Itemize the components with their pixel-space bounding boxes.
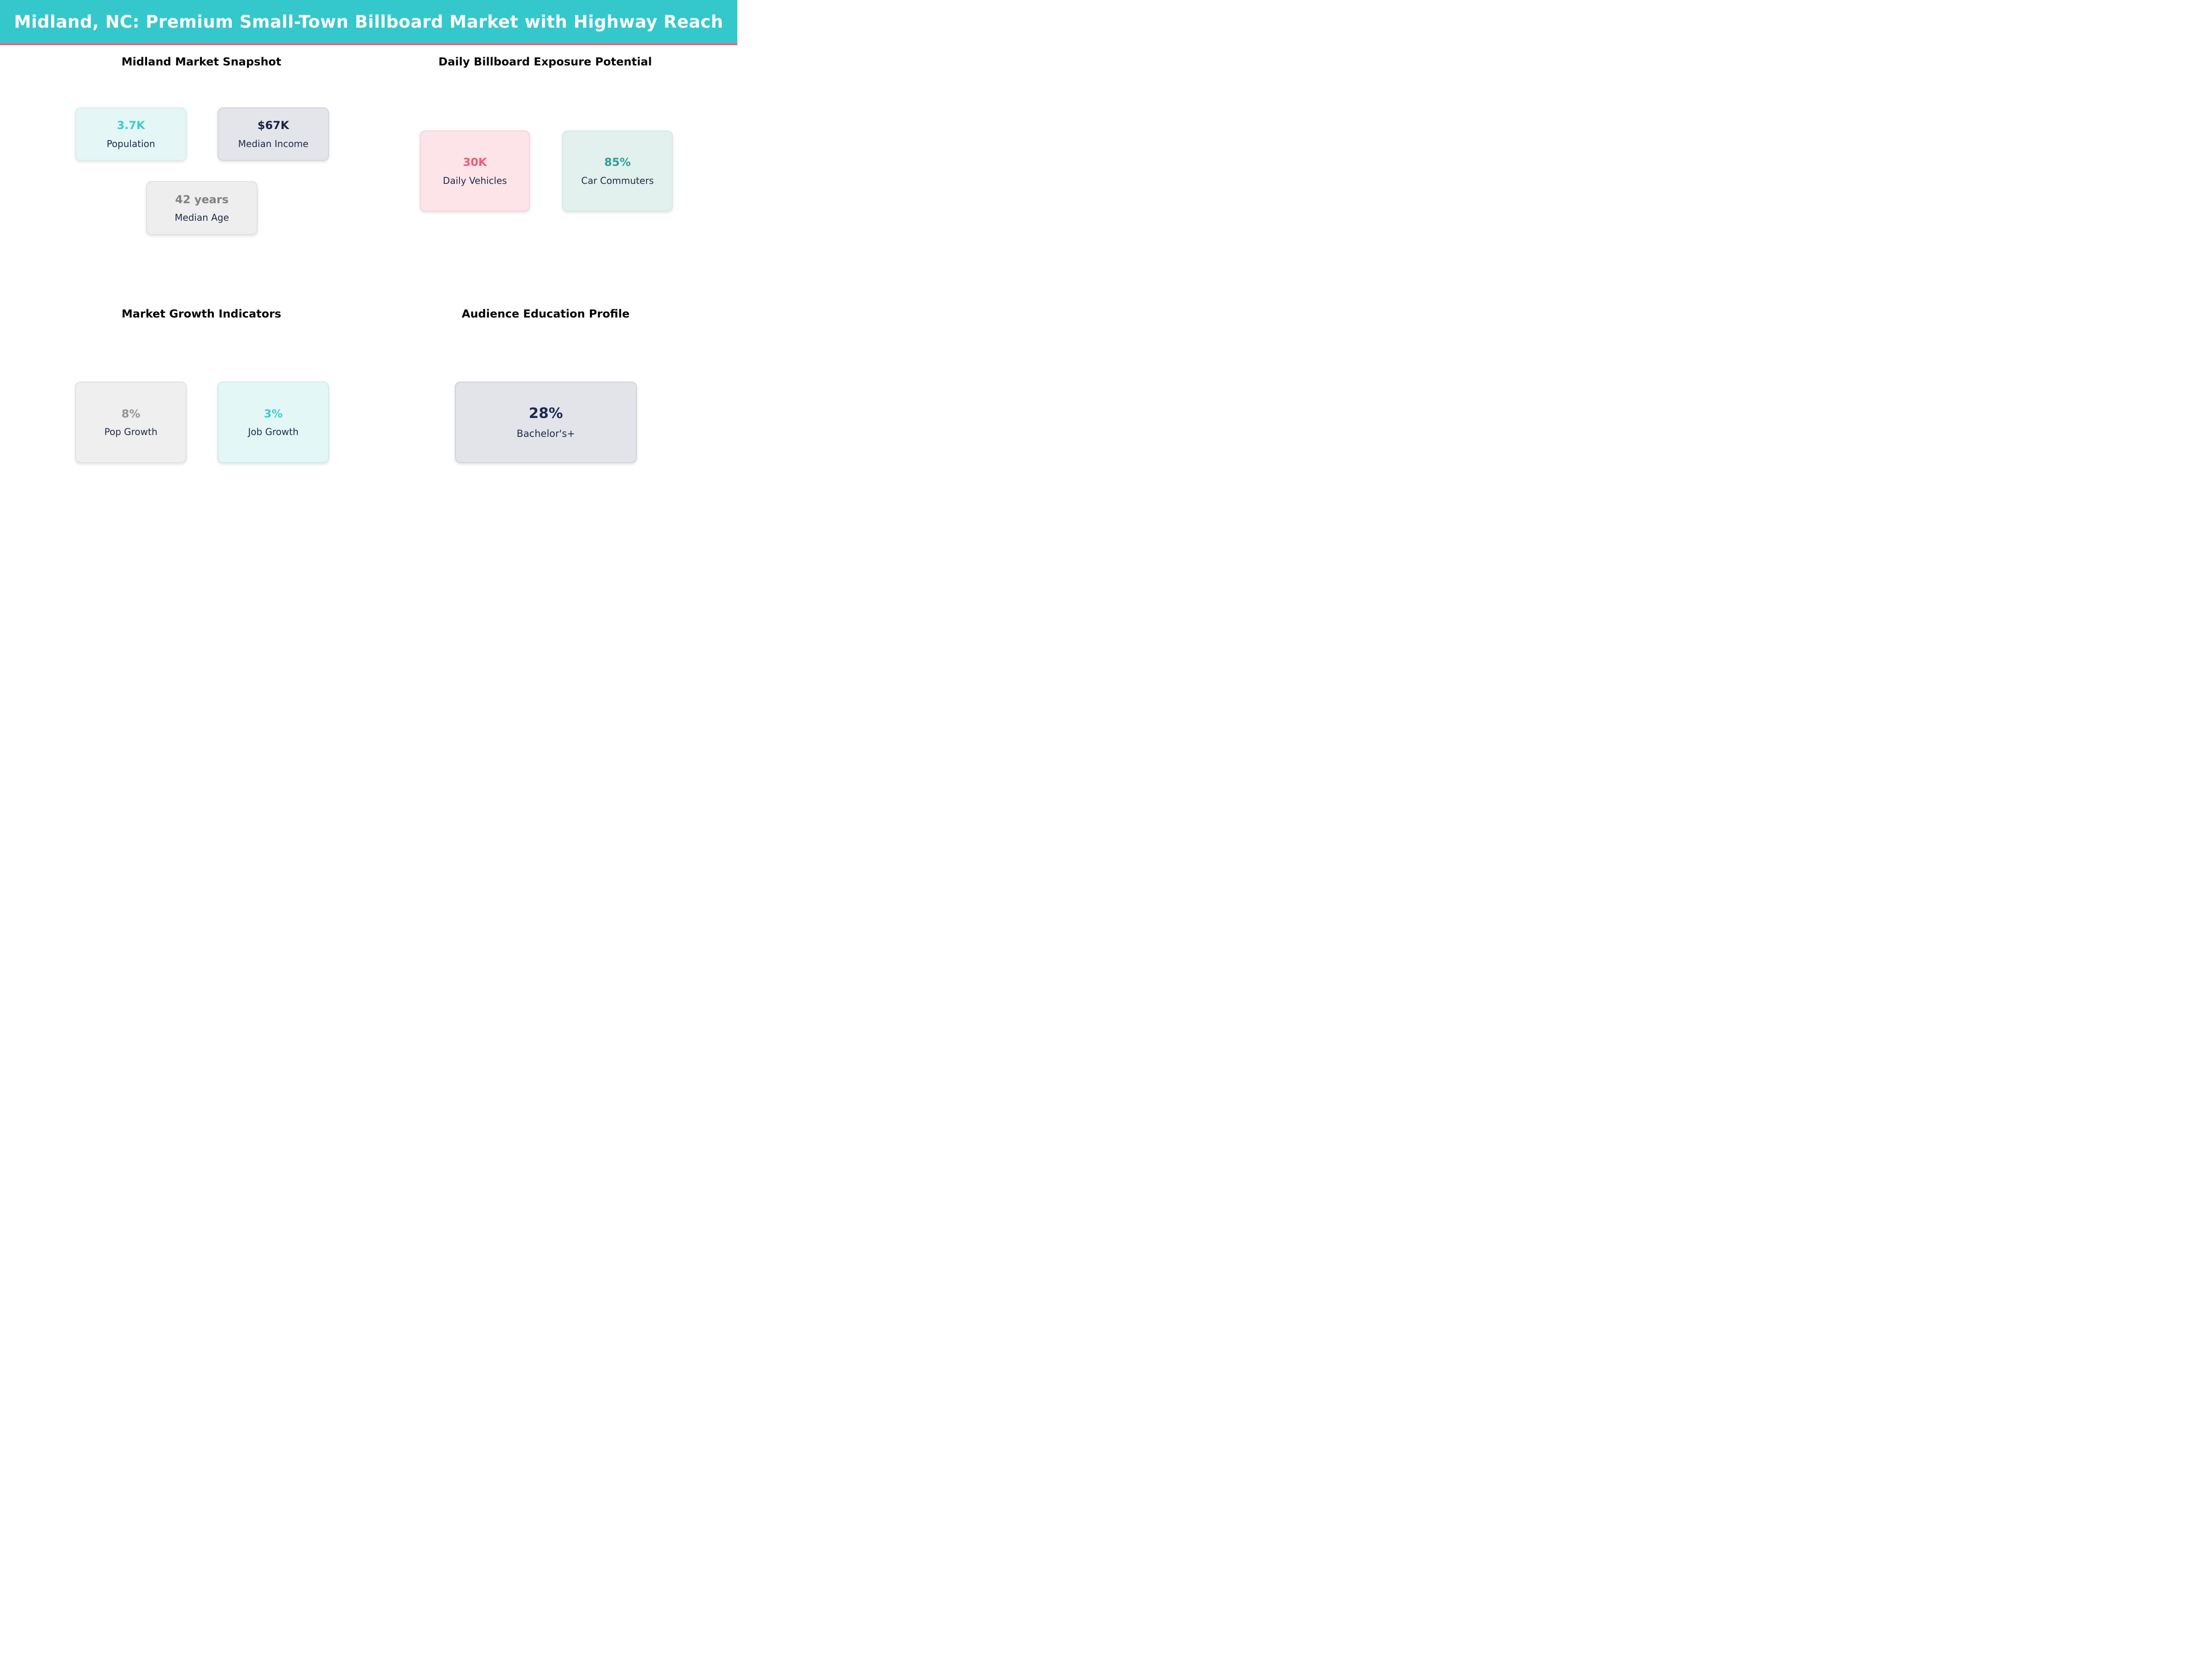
header-banner: Midland, NC: Premium Small-Town Billboar… [0, 0, 737, 45]
section-title-exposure-potential: Daily Billboard Exposure Potential [438, 55, 652, 68]
stat-label-bachelors: Bachelor's+ [517, 428, 575, 439]
stat-value-bachelors: 28% [529, 405, 563, 422]
stat-label-job-growth: Job Growth [248, 426, 299, 438]
stat-card-median-income: $67K Median Income [218, 107, 329, 161]
stat-card-daily-vehicles: 30K Daily Vehicles [420, 130, 530, 212]
section-title-market-snapshot: Midland Market Snapshot [121, 55, 282, 68]
infographic-canvas: Midland, NC: Premium Small-Town Billboar… [0, 0, 737, 553]
stat-value-median-age: 42 years [175, 193, 229, 206]
stat-value-daily-vehicles: 30K [463, 156, 487, 169]
stat-card-job-growth: 3% Job Growth [218, 382, 329, 463]
stat-label-median-age: Median Age [175, 212, 229, 224]
stat-value-median-income: $67K [257, 119, 289, 132]
stat-card-median-age: 42 years Median Age [146, 181, 258, 235]
section-title-growth-indicators: Market Growth Indicators [121, 307, 282, 320]
stat-label-car-commuters: Car Commuters [581, 175, 654, 186]
stat-label-daily-vehicles: Daily Vehicles [443, 175, 507, 186]
stat-card-car-commuters: 85% Car Commuters [562, 130, 673, 212]
stat-value-pop-growth: 8% [121, 407, 141, 420]
page-title: Midland, NC: Premium Small-Town Billboar… [14, 12, 724, 32]
stat-card-population: 3.7K Population [75, 107, 187, 161]
stat-value-population: 3.7K [117, 119, 145, 132]
stat-label-population: Population [106, 138, 155, 149]
stat-value-job-growth: 3% [264, 407, 283, 420]
section-title-education-profile: Audience Education Profile [461, 307, 630, 320]
stat-label-pop-growth: Pop Growth [104, 426, 158, 438]
stat-label-median-income: Median Income [238, 138, 309, 149]
stat-value-car-commuters: 85% [604, 156, 631, 169]
stat-card-pop-growth: 8% Pop Growth [75, 382, 187, 463]
stat-card-bachelors: 28% Bachelor's+ [455, 382, 637, 463]
